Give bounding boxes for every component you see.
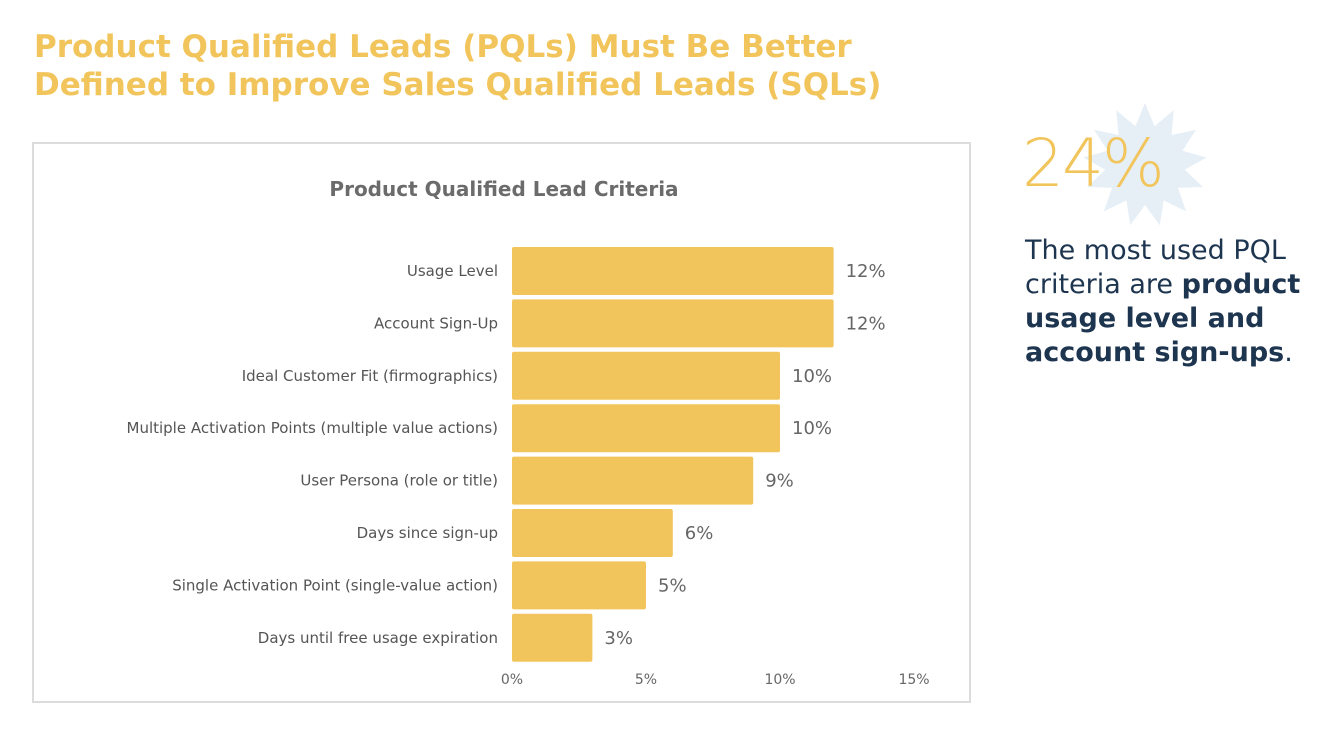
stat-desc-end: . — [1284, 337, 1293, 368]
bar-chart: Product Qualified Lead Criteria Usage Le… — [127, 177, 930, 688]
category-label-1: Usage Level — [407, 262, 498, 280]
stat-desc-text: The most used PQL criteria are — [1025, 235, 1286, 300]
category-label-4: Multiple Activation Points (multiple val… — [127, 419, 499, 437]
category-label-2: Account Sign-Up — [374, 314, 498, 332]
headline-line-1: Product Qualified Leads (PQLs) Must Be B… — [34, 29, 852, 65]
bar-8 — [512, 613, 593, 662]
starburst-icon — [1083, 103, 1207, 226]
category-label-7: Single Activation Point (single-value ac… — [172, 576, 498, 594]
value-label-7: 5% — [658, 575, 687, 596]
key-stat-description: The most used PQL criteria are product u… — [1025, 234, 1335, 370]
x-tick-label-4: 15% — [898, 672, 929, 688]
value-label-8: 3% — [604, 628, 633, 649]
x-axis-ticks: 0% 5% 10% 15% — [501, 672, 930, 688]
category-labels: Usage Level Account Sign-Up Ideal Customer… — [127, 262, 499, 647]
x-tick-label-1: 0% — [501, 672, 523, 688]
bars-layer — [512, 247, 834, 662]
category-label-3: Ideal Customer Fit (firmographics) — [242, 367, 498, 385]
category-label-5: User Persona (role or title) — [300, 472, 498, 490]
starburst-shape — [1083, 103, 1207, 226]
key-stat-value: 24% — [1022, 125, 1165, 202]
value-label-2: 12% — [846, 313, 886, 334]
chart-title: Product Qualified Lead Criteria — [329, 177, 678, 201]
bar-2 — [512, 299, 834, 348]
value-label-3: 10% — [792, 366, 832, 387]
page-headline: Product Qualified Leads (PQLs) Must Be B… — [34, 28, 934, 104]
stat-desc-highlight: product usage level and account sign-ups — [1025, 269, 1301, 368]
bar-chart-panel: Product Qualified Lead Criteria Usage Le… — [32, 142, 971, 703]
value-label-1: 12% — [846, 261, 886, 282]
value-labels: 12% 12% 10% 10% 9% 6% 5% 3% — [604, 261, 885, 649]
bar-7 — [512, 561, 646, 610]
x-tick-label-2: 5% — [635, 672, 657, 688]
bar-3 — [512, 351, 780, 400]
category-label-8: Days until free usage expiration — [258, 629, 498, 647]
value-label-4: 10% — [792, 418, 832, 439]
value-label-5: 9% — [765, 471, 794, 492]
bar-4 — [512, 404, 780, 453]
bar-6 — [512, 509, 673, 557]
headline-line-2: Defined to Improve Sales Qualified Leads… — [34, 67, 882, 103]
x-tick-label-3: 10% — [764, 672, 795, 688]
bar-1 — [512, 247, 834, 295]
category-label-6: Days since sign-up — [357, 524, 498, 542]
bar-5 — [512, 456, 754, 505]
value-label-6: 6% — [685, 523, 714, 544]
